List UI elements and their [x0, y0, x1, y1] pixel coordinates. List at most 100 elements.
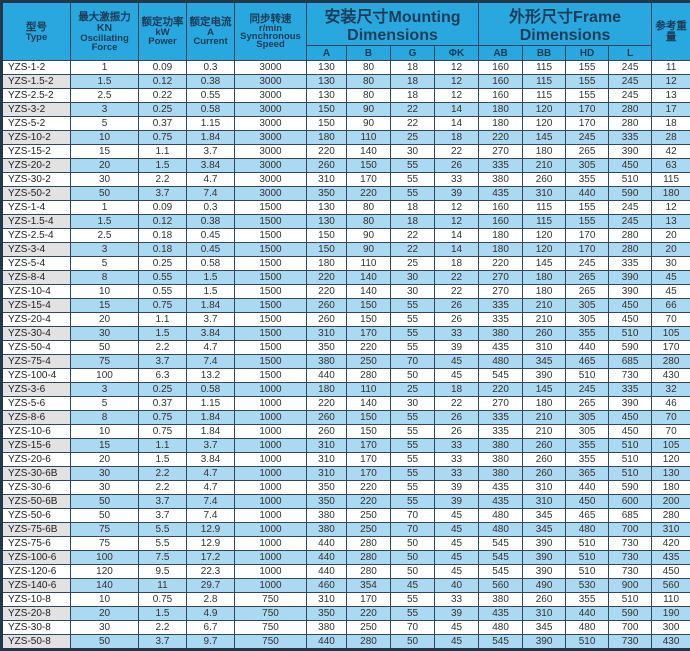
- cell-current: 0.3: [187, 201, 235, 215]
- cell-k: 26: [435, 411, 479, 425]
- cell-power: 0.37: [139, 397, 187, 411]
- header-weight-cn: 参考重量: [652, 21, 690, 43]
- cell-a: 380: [307, 509, 347, 523]
- cell-power: 0.55: [139, 271, 187, 285]
- cell-g: 22: [391, 103, 435, 117]
- cell-hd: 365: [566, 467, 609, 481]
- cell-weight: 560: [652, 579, 690, 593]
- cell-force: 3: [71, 243, 139, 257]
- cell-power: 0.09: [139, 201, 187, 215]
- cell-bb: 260: [523, 173, 566, 187]
- cell-current: 3.7: [187, 145, 235, 159]
- cell-type: YZS-8-6: [2, 411, 71, 425]
- cell-ab: 380: [479, 327, 523, 341]
- header-power: 额定功率 kW Power: [139, 2, 187, 61]
- cell-k: 45: [435, 523, 479, 537]
- header-col-bb: BB: [523, 46, 566, 61]
- cell-current: 13.2: [187, 369, 235, 383]
- cell-g: 55: [391, 327, 435, 341]
- cell-bb: 120: [523, 117, 566, 131]
- cell-power: 1.1: [139, 145, 187, 159]
- cell-speed: 1000: [235, 397, 307, 411]
- cell-g: 55: [391, 495, 435, 509]
- cell-speed: 1500: [235, 369, 307, 383]
- cell-hd: 510: [566, 635, 609, 650]
- cell-l: 700: [609, 523, 652, 537]
- cell-hd: 265: [566, 145, 609, 159]
- cell-weight: 17: [652, 103, 690, 117]
- cell-speed: 1000: [235, 565, 307, 579]
- cell-weight: 12: [652, 75, 690, 89]
- cell-ab: 480: [479, 509, 523, 523]
- cell-force: 1: [71, 61, 139, 75]
- cell-power: 2.2: [139, 481, 187, 495]
- cell-k: 45: [435, 621, 479, 635]
- cell-weight: 45: [652, 285, 690, 299]
- cell-power: 2.2: [139, 341, 187, 355]
- cell-current: 4.7: [187, 341, 235, 355]
- cell-a: 220: [307, 397, 347, 411]
- cell-b: 250: [347, 509, 391, 523]
- cell-weight: 46: [652, 397, 690, 411]
- cell-speed: 3000: [235, 117, 307, 131]
- cell-weight: 20: [652, 229, 690, 243]
- cell-power: 0.75: [139, 131, 187, 145]
- cell-bb: 390: [523, 635, 566, 650]
- cell-speed: 1500: [235, 271, 307, 285]
- cell-type: YZS-10-4: [2, 285, 71, 299]
- cell-k: 22: [435, 397, 479, 411]
- cell-g: 55: [391, 593, 435, 607]
- cell-ab: 335: [479, 313, 523, 327]
- cell-type: YZS-120-6: [2, 565, 71, 579]
- cell-weight: 70: [652, 411, 690, 425]
- cell-k: 12: [435, 201, 479, 215]
- cell-current: 6.7: [187, 621, 235, 635]
- cell-speed: 1000: [235, 439, 307, 453]
- cell-k: 18: [435, 383, 479, 397]
- cell-a: 150: [307, 243, 347, 257]
- cell-hd: 265: [566, 285, 609, 299]
- cell-current: 4.7: [187, 467, 235, 481]
- cell-speed: 750: [235, 607, 307, 621]
- cell-power: 2.2: [139, 621, 187, 635]
- cell-bb: 390: [523, 551, 566, 565]
- cell-speed: 1000: [235, 383, 307, 397]
- cell-hd: 245: [566, 131, 609, 145]
- cell-a: 460: [307, 579, 347, 593]
- cell-power: 11: [139, 579, 187, 593]
- cell-hd: 355: [566, 453, 609, 467]
- cell-force: 2.5: [71, 89, 139, 103]
- cell-speed: 750: [235, 593, 307, 607]
- cell-power: 0.75: [139, 299, 187, 313]
- cell-bb: 210: [523, 299, 566, 313]
- cell-power: 0.18: [139, 229, 187, 243]
- cell-k: 39: [435, 481, 479, 495]
- cell-ab: 160: [479, 89, 523, 103]
- cell-bb: 115: [523, 215, 566, 229]
- cell-bb: 310: [523, 341, 566, 355]
- cell-l: 700: [609, 621, 652, 635]
- cell-force: 2.5: [71, 229, 139, 243]
- cell-speed: 3000: [235, 173, 307, 187]
- cell-l: 245: [609, 215, 652, 229]
- cell-hd: 355: [566, 173, 609, 187]
- cell-b: 110: [347, 257, 391, 271]
- cell-speed: 1000: [235, 523, 307, 537]
- cell-bb: 490: [523, 579, 566, 593]
- cell-speed: 1000: [235, 453, 307, 467]
- cell-bb: 260: [523, 453, 566, 467]
- cell-g: 55: [391, 411, 435, 425]
- cell-type: YZS-10-8: [2, 593, 71, 607]
- cell-speed: 1000: [235, 509, 307, 523]
- cell-type: YZS-20-8: [2, 607, 71, 621]
